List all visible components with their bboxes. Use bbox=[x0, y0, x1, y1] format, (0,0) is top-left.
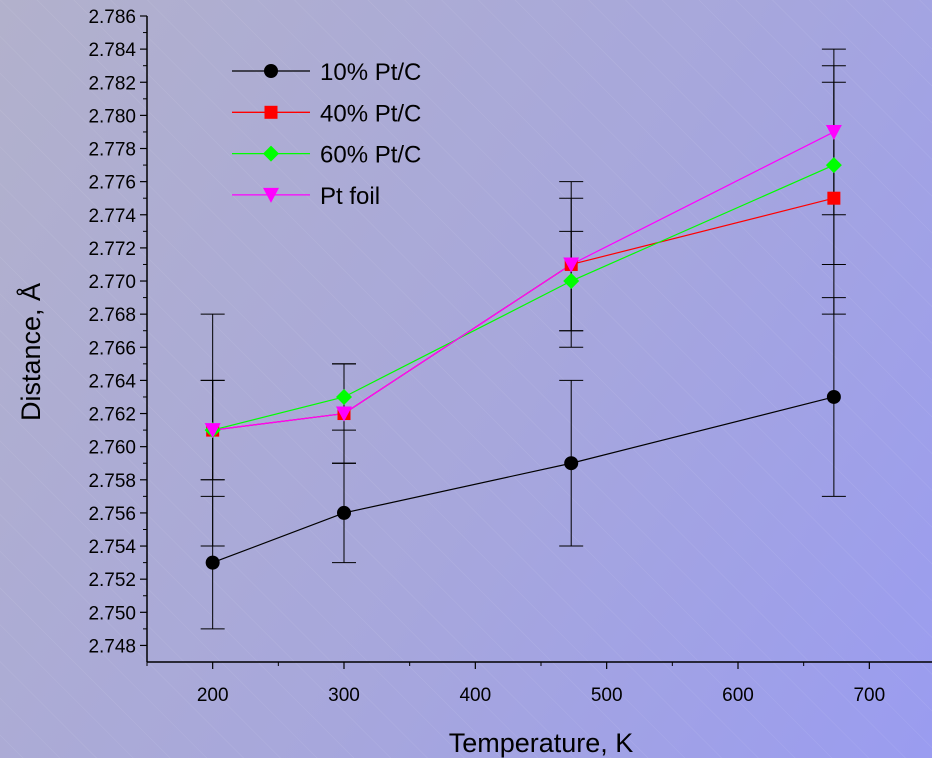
data-point bbox=[563, 273, 580, 290]
x-tick-label: 300 bbox=[328, 685, 360, 706]
y-tick-label: 2.752 bbox=[88, 570, 136, 591]
y-axis-title: Distance, Å bbox=[15, 283, 46, 421]
series-markers bbox=[204, 124, 842, 570]
y-tick-label: 2.760 bbox=[88, 438, 136, 459]
y-tick-label: 2.762 bbox=[88, 405, 136, 426]
y-tick-label: 2.774 bbox=[88, 206, 136, 227]
y-tick-label: 2.770 bbox=[88, 272, 136, 293]
data-point bbox=[205, 555, 220, 570]
series-line bbox=[212, 131, 835, 431]
y-tick-label: 2.754 bbox=[88, 537, 136, 558]
x-tick-label: 200 bbox=[197, 685, 229, 706]
error-bars bbox=[200, 48, 846, 630]
x-tick-label: 600 bbox=[722, 685, 754, 706]
x-tick-label: 400 bbox=[459, 685, 491, 706]
y-tick-label: 2.780 bbox=[88, 106, 136, 127]
legend-marker bbox=[264, 64, 278, 78]
legend-label: 10% Pt/C bbox=[320, 59, 421, 86]
y-tick-label: 2.764 bbox=[88, 371, 136, 392]
data-point bbox=[563, 257, 580, 273]
legend-label: Pt foil bbox=[320, 183, 380, 210]
legend-marker bbox=[263, 187, 279, 203]
legend-label: 40% Pt/C bbox=[320, 100, 421, 127]
x-tick-label: 500 bbox=[591, 685, 623, 706]
y-tick-label: 2.748 bbox=[88, 636, 136, 657]
data-point bbox=[825, 157, 842, 174]
y-tick-label: 2.784 bbox=[88, 40, 136, 61]
data-point bbox=[337, 505, 351, 520]
axes: 2.748 2.750 2.752 2.754 2.756 2.758 2.760 2.762… bbox=[88, 7, 932, 706]
data-point bbox=[336, 406, 352, 422]
legend: 10% Pt/C 40% Pt/C 60% Pt/C Pt foil bbox=[232, 59, 421, 210]
y-tick-label: 2.778 bbox=[88, 140, 136, 161]
legend-label: 60% Pt/C bbox=[320, 142, 421, 169]
y-tick-label: 2.786 bbox=[88, 7, 136, 28]
data-point bbox=[826, 389, 841, 404]
y-tick-label: 2.768 bbox=[88, 305, 136, 326]
y-tick-label: 2.758 bbox=[88, 471, 136, 492]
data-point bbox=[827, 191, 841, 205]
series-lines bbox=[212, 131, 835, 564]
y-tick-label: 2.776 bbox=[88, 173, 136, 194]
data-point bbox=[204, 423, 221, 439]
x-axis-title: Temperature, K bbox=[449, 728, 634, 758]
series-line bbox=[212, 396, 835, 564]
y-tick-label: 2.766 bbox=[88, 338, 136, 359]
legend-marker bbox=[263, 145, 279, 162]
data-point bbox=[825, 124, 842, 140]
data-point bbox=[564, 456, 579, 471]
legend-marker bbox=[264, 105, 278, 119]
y-tick-label: 2.772 bbox=[88, 239, 136, 260]
data-point bbox=[336, 388, 352, 405]
y-tick-label: 2.756 bbox=[88, 504, 136, 525]
y-tick-label: 2.750 bbox=[88, 603, 136, 624]
y-tick-label: 2.782 bbox=[88, 73, 136, 94]
x-tick-label: 700 bbox=[853, 685, 885, 706]
